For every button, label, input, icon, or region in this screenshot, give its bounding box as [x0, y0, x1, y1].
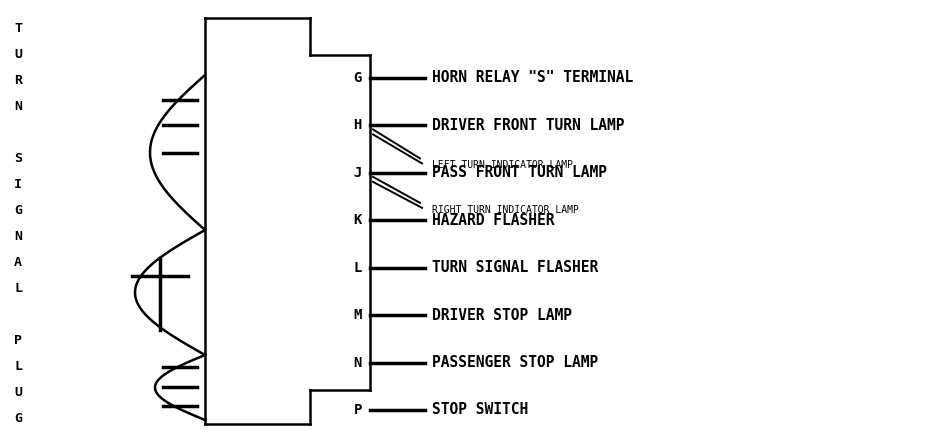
Text: HORN RELAY "S" TERMINAL: HORN RELAY "S" TERMINAL: [432, 71, 633, 85]
Text: U: U: [14, 48, 22, 61]
Text: M: M: [354, 308, 362, 322]
Text: A: A: [14, 256, 22, 269]
Text: J: J: [354, 166, 362, 180]
Text: P: P: [354, 403, 362, 417]
Text: R: R: [14, 74, 22, 87]
Text: L: L: [14, 360, 22, 373]
Text: TURN SIGNAL FLASHER: TURN SIGNAL FLASHER: [432, 260, 598, 275]
Text: T: T: [14, 22, 22, 35]
Text: S: S: [14, 152, 22, 165]
Text: N: N: [14, 100, 22, 113]
Text: L: L: [354, 261, 362, 275]
Text: PASS FRONT TURN LAMP: PASS FRONT TURN LAMP: [432, 165, 607, 180]
Text: L: L: [14, 282, 22, 295]
Text: H: H: [354, 118, 362, 133]
Text: LEFT TURN INDICATOR LAMP: LEFT TURN INDICATOR LAMP: [432, 160, 573, 171]
Text: N: N: [14, 230, 22, 243]
Text: P: P: [14, 334, 22, 347]
Text: RIGHT TURN INDICATOR LAMP: RIGHT TURN INDICATOR LAMP: [432, 205, 579, 215]
Text: K: K: [354, 213, 362, 227]
Text: G: G: [14, 412, 22, 425]
Text: DRIVER FRONT TURN LAMP: DRIVER FRONT TURN LAMP: [432, 118, 625, 133]
Text: G: G: [354, 71, 362, 85]
Text: U: U: [14, 386, 22, 399]
Text: I: I: [14, 178, 22, 191]
Text: HAZARD FLASHER: HAZARD FLASHER: [432, 213, 554, 228]
Text: DRIVER STOP LAMP: DRIVER STOP LAMP: [432, 308, 572, 323]
Text: PASSENGER STOP LAMP: PASSENGER STOP LAMP: [432, 355, 598, 370]
Text: STOP SWITCH: STOP SWITCH: [432, 403, 529, 418]
Text: G: G: [14, 204, 22, 217]
Text: N: N: [354, 355, 362, 370]
